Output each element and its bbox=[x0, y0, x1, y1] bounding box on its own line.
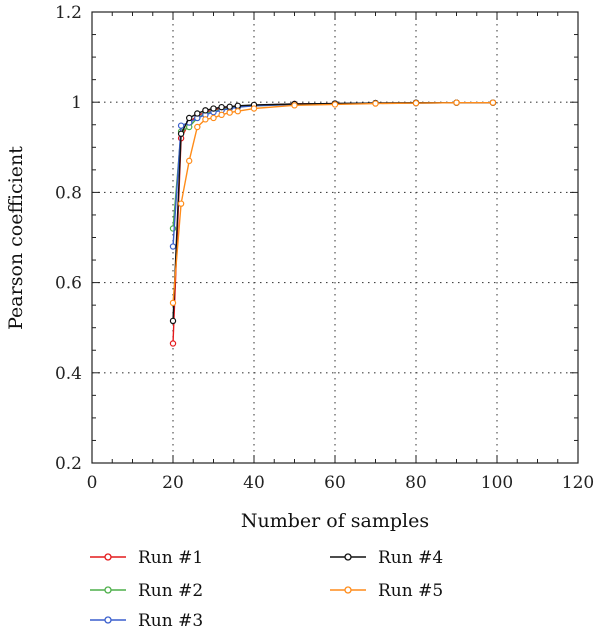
legend-swatch-marker bbox=[104, 586, 112, 594]
data-point bbox=[169, 243, 177, 250]
x-tick-label: 60 bbox=[324, 473, 346, 493]
data-point bbox=[202, 107, 209, 114]
legend-item: Run #3 bbox=[90, 611, 203, 631]
legend-swatch-marker bbox=[104, 553, 112, 561]
data-point bbox=[210, 114, 217, 122]
data-point bbox=[218, 103, 225, 111]
plot-area bbox=[92, 12, 578, 463]
data-point bbox=[177, 130, 185, 137]
y-tick-label: 1.2 bbox=[55, 3, 82, 23]
data-point bbox=[194, 123, 201, 131]
x-tick-label: 0 bbox=[87, 473, 98, 493]
legend-label: Run #2 bbox=[138, 581, 203, 601]
x-axis-title: Number of samples bbox=[241, 510, 429, 532]
legend-item: Run #5 bbox=[330, 581, 443, 601]
data-point bbox=[250, 105, 258, 112]
data-point bbox=[194, 110, 201, 117]
x-tick-labels: 0 20 40 60 80 100 120 bbox=[87, 473, 595, 493]
data-point bbox=[185, 157, 193, 165]
legend-swatch-marker bbox=[104, 616, 112, 624]
legend-swatch-marker bbox=[344, 586, 352, 594]
legend-item: Run #1 bbox=[90, 548, 203, 568]
data-point bbox=[234, 102, 241, 110]
series-5 bbox=[169, 99, 497, 307]
legend-swatch-marker bbox=[344, 553, 352, 561]
data-point bbox=[226, 103, 233, 110]
series-layer bbox=[169, 99, 497, 347]
data-point bbox=[489, 99, 497, 106]
x-tick-label: 120 bbox=[562, 473, 594, 493]
x-tick-label: 20 bbox=[162, 473, 184, 493]
legend-label: Run #5 bbox=[378, 581, 443, 601]
data-point bbox=[169, 340, 177, 347]
data-point bbox=[210, 105, 217, 112]
data-point bbox=[169, 299, 177, 307]
data-point bbox=[412, 99, 420, 107]
data-point bbox=[218, 111, 225, 119]
data-point bbox=[177, 122, 185, 129]
data-point bbox=[234, 108, 241, 115]
y-tick-label: 0.6 bbox=[55, 274, 82, 294]
legend-label: Run #4 bbox=[378, 548, 443, 568]
y-tick-label: 0.4 bbox=[55, 364, 82, 384]
plot-frame bbox=[91, 11, 579, 464]
y-axis-title: Pearson coefficient bbox=[5, 146, 27, 330]
y-tick-label: 0.8 bbox=[55, 183, 82, 203]
y-tick-label: 0.2 bbox=[55, 454, 82, 474]
data-point bbox=[226, 109, 233, 116]
x-tick-label: 80 bbox=[405, 473, 427, 493]
x-tick-label: 100 bbox=[481, 473, 513, 493]
data-point bbox=[169, 317, 177, 325]
data-point bbox=[372, 100, 379, 107]
series-line bbox=[172, 101, 493, 303]
x-tick-label: 40 bbox=[243, 473, 265, 493]
data-point bbox=[177, 200, 185, 207]
data-point bbox=[185, 114, 193, 122]
legend: Run #1 Run #2 Run #3 Run #4 Run #5 bbox=[90, 548, 443, 631]
legend-label: Run #1 bbox=[138, 548, 203, 568]
y-tick-label: 1 bbox=[71, 93, 82, 113]
legend-label: Run #3 bbox=[138, 611, 203, 631]
legend-item: Run #4 bbox=[330, 548, 443, 568]
data-point bbox=[202, 116, 209, 123]
data-point bbox=[291, 102, 298, 109]
data-point bbox=[331, 101, 339, 108]
y-tick-labels: 0.2 0.4 0.6 0.8 1 1.2 bbox=[55, 3, 82, 474]
legend-item: Run #2 bbox=[90, 581, 203, 601]
data-point bbox=[453, 99, 460, 106]
